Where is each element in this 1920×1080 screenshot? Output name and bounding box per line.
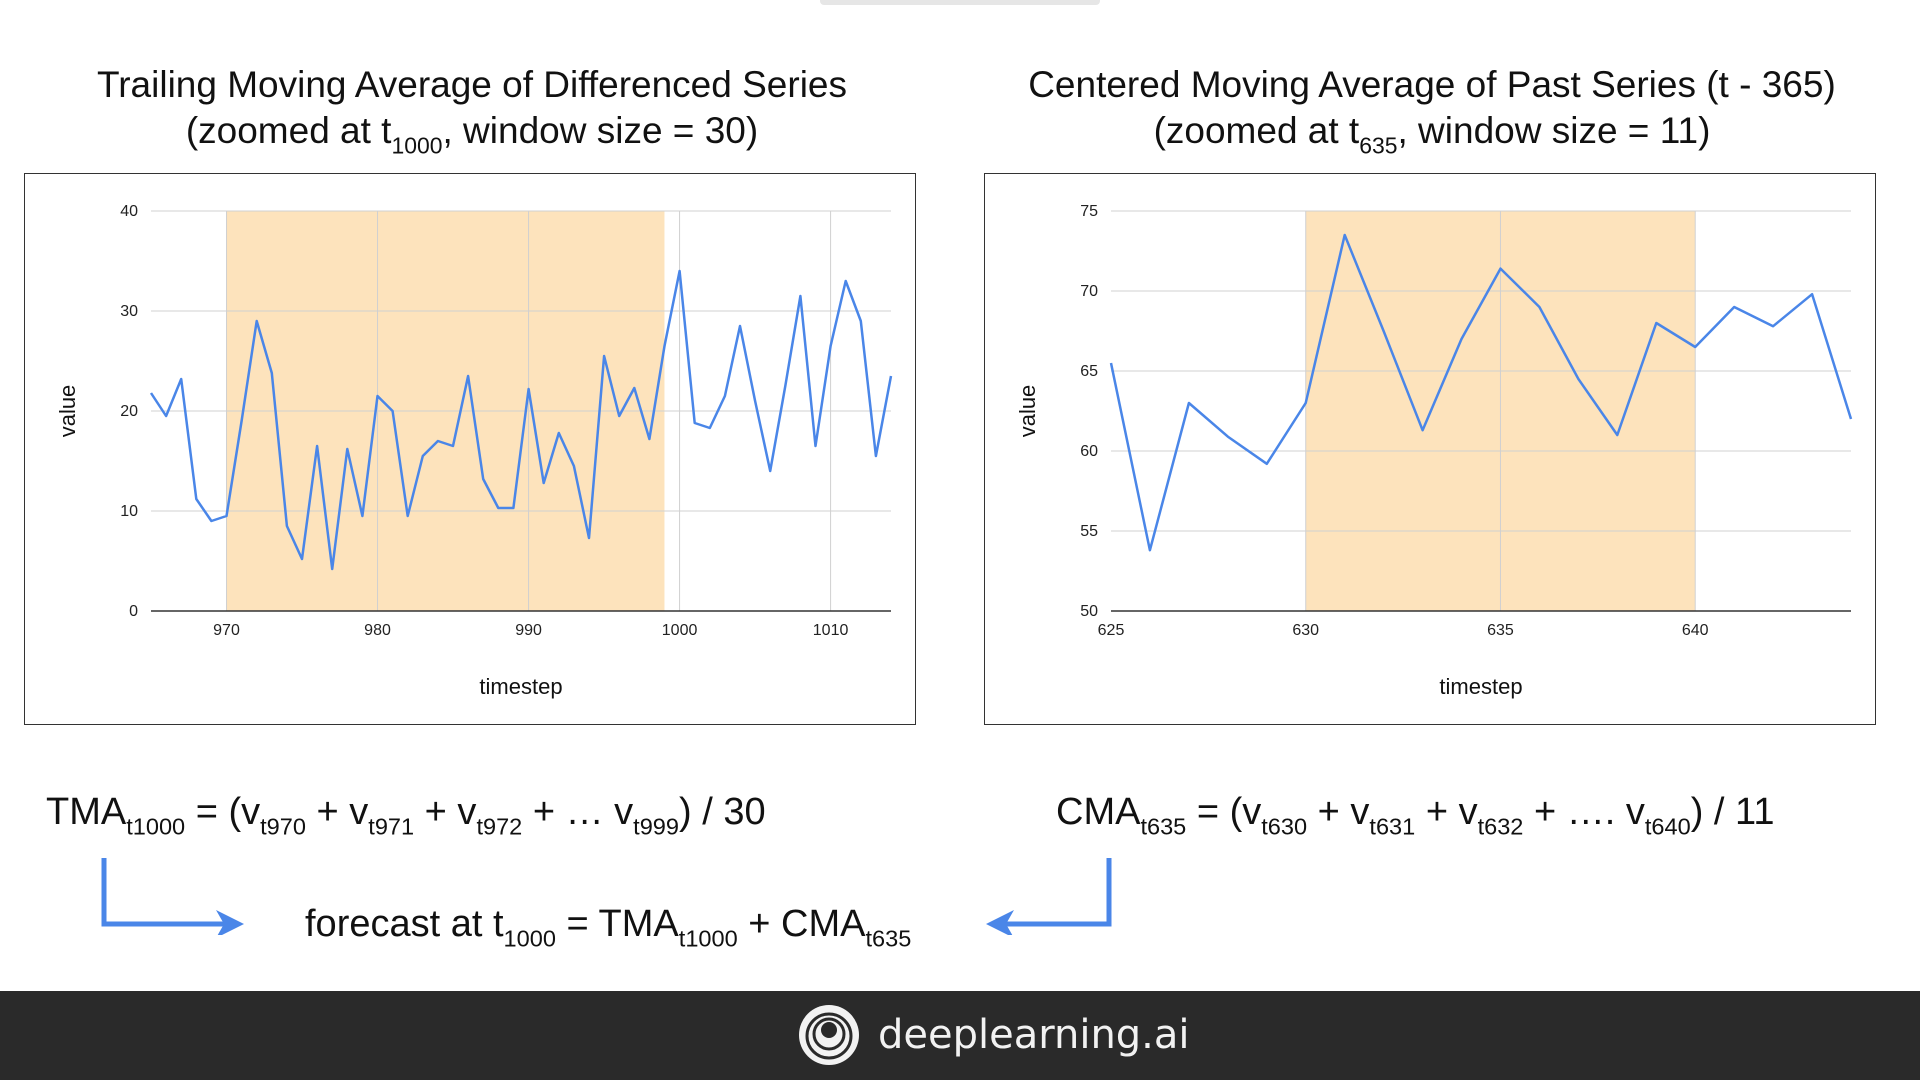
chart1-xtick-label: 625: [1098, 622, 1125, 639]
chart-title-left-line2: (zoomed at t1000, window size = 30): [185, 110, 759, 159]
footer-brand-text: deeplearning.ai: [878, 1012, 1190, 1058]
chart-tma-svg: 0 10 20 30 40 970 980 990 1000 1010 timestep value: [55, 203, 893, 699]
chart0-ytick-label: 40: [120, 203, 138, 220]
chart1-ytick-label: 55: [1080, 523, 1098, 540]
chart0-xtick-label: 980: [364, 622, 391, 639]
chart0-ytick-label: 20: [120, 403, 138, 420]
chart0-xtick-label: 1010: [813, 622, 849, 639]
chart0-xtick-label: 990: [515, 622, 542, 639]
arrow-tma-to-forecast: [101, 858, 244, 935]
chart1-ytick-label: 65: [1080, 363, 1098, 380]
top-tab-strip: [820, 0, 1100, 5]
footer-bar: deeplearning.ai: [0, 991, 1920, 1080]
chart1-xtick-label: 630: [1292, 622, 1319, 639]
formula-forecast: forecast at t1000 = TMAt1000 + CMAt635: [305, 903, 912, 952]
chart1-ytick-label: 50: [1080, 603, 1098, 620]
chart1-ytick-label: 60: [1080, 443, 1098, 460]
chart1-series-line: [1109, 233, 1853, 552]
chart1-xaxis-label: timestep: [1439, 674, 1522, 699]
chart1-xtick-label: 635: [1487, 622, 1514, 639]
chart-title-right-line2: (zoomed at t635, window size = 11): [1153, 110, 1711, 159]
chart-tma: 0 10 20 30 40 970 980 990 1000 1010 timestep value: [24, 173, 916, 725]
chart-title-left-line1: Trailing Moving Average of Differenced S…: [97, 64, 847, 105]
arrow-cma-to-forecast: [986, 858, 1112, 935]
chart1-ytick-label: 70: [1080, 283, 1098, 300]
chart0-xtick-label: 1000: [662, 622, 698, 639]
chart0-xtick-label: 970: [213, 622, 240, 639]
deeplearning-logo-icon: [799, 1005, 859, 1065]
chart1-ytick-label: 75: [1080, 203, 1098, 220]
formula-tma: TMAt1000 = (vt970 + vt971 + vt972 + … vt…: [46, 791, 766, 840]
chart-title-right: Centered Moving Average of Past Series (…: [982, 62, 1882, 159]
formula-cma: CMAt635 = (vt630 + vt631 + vt632 + …. vt…: [1056, 791, 1775, 840]
chart1-yaxis-label: value: [1015, 385, 1040, 438]
chart1-xtick-label: 640: [1682, 622, 1709, 639]
chart-title-right-line1: Centered Moving Average of Past Series (…: [1028, 64, 1836, 105]
chart0-xaxis-label: timestep: [479, 674, 562, 699]
chart0-ytick-label: 10: [120, 503, 138, 520]
chart0-ytick-label: 0: [129, 603, 138, 620]
chart-cma-svg: 50 55 60 65 70 75 625 630 635 640 timestep value: [1015, 203, 1853, 699]
chart-cma: 50 55 60 65 70 75 625 630 635 640 timestep value: [984, 173, 1876, 725]
chart0-yaxis-label: value: [55, 385, 80, 438]
chart0-series-line: [149, 269, 893, 571]
chart-title-left: Trailing Moving Average of Differenced S…: [22, 62, 922, 159]
chart0-ytick-label: 30: [120, 303, 138, 320]
